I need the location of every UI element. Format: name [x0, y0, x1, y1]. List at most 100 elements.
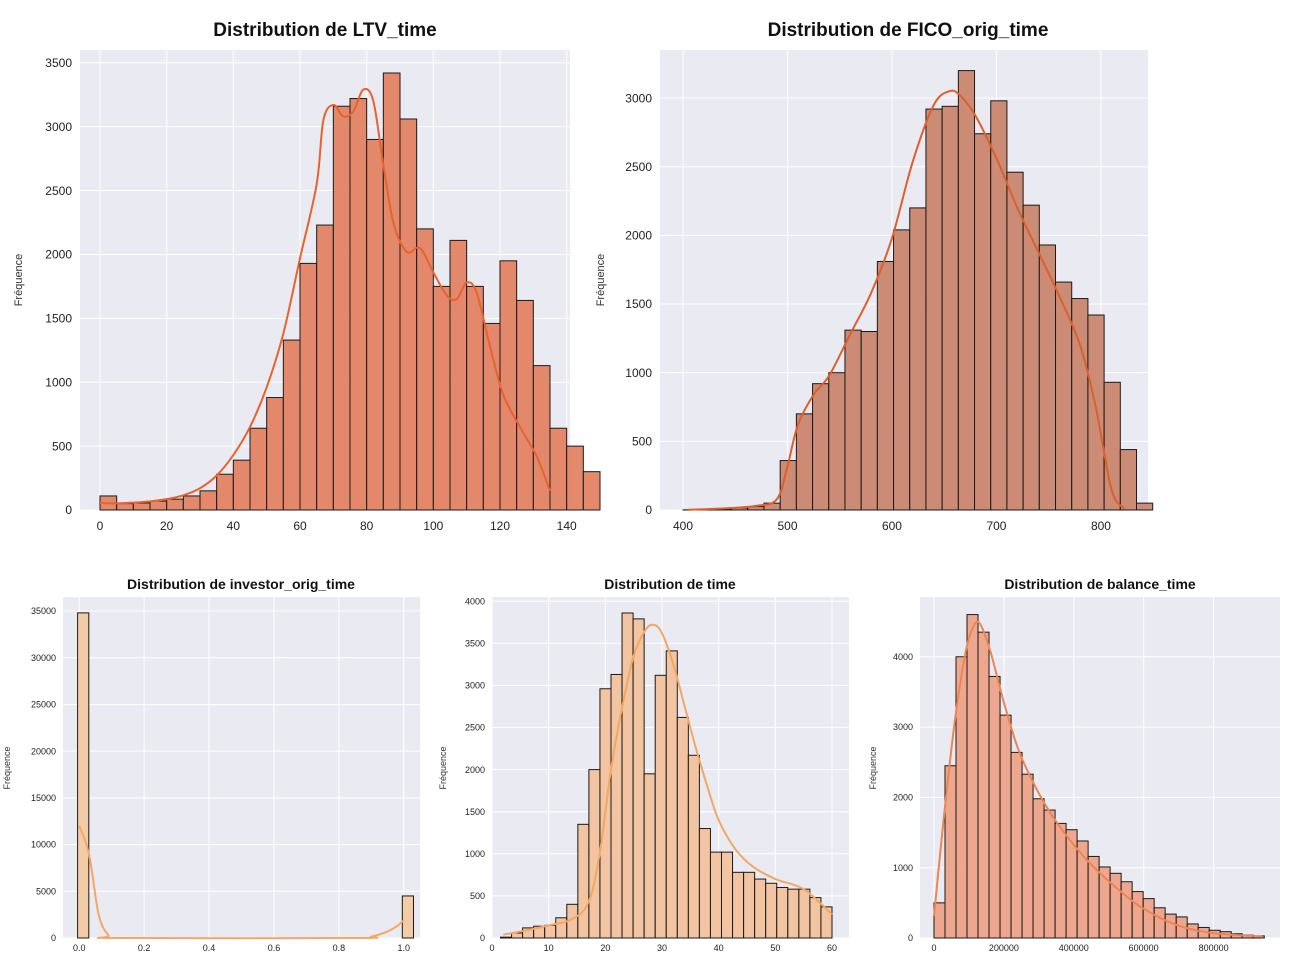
histogram-bar [416, 228, 434, 511]
kde-curve [503, 623, 833, 936]
histogram-bar [1054, 822, 1067, 939]
x-tick-label: 80 [360, 519, 374, 533]
histogram-bar [466, 285, 484, 511]
kde-curve [688, 89, 1125, 511]
x-tick-label: 0.6 [268, 943, 281, 953]
y-tick-label: 1000 [625, 366, 652, 380]
kde-curve [78, 825, 405, 940]
x-tick-label: 400000 [1059, 943, 1089, 953]
histogram-bar [721, 851, 734, 939]
histogram-bar [632, 618, 645, 939]
histogram-bar [709, 851, 723, 939]
x-tick-label: 800000 [1199, 943, 1229, 953]
x-tick-label: 20 [160, 519, 174, 533]
histogram-bar [577, 823, 590, 939]
histogram-bar [582, 471, 601, 511]
y-tick-label: 2000 [465, 765, 485, 775]
histogram-bar [116, 503, 134, 511]
histogram-bar [698, 828, 711, 939]
histogram-bar [532, 365, 551, 511]
histogram-bar [743, 871, 756, 939]
x-tick-label: 50 [770, 943, 780, 953]
kde-curve [99, 87, 551, 505]
histogram-bar [909, 207, 927, 511]
histogram-bar [1006, 171, 1024, 511]
x-tick-label: 0 [97, 519, 104, 533]
histogram-bar [828, 372, 846, 511]
chart-title: Distribution de time [604, 576, 736, 592]
y-tick-label: 15000 [31, 793, 56, 803]
kde-curve [932, 620, 1263, 938]
x-tick-label: 20 [600, 943, 610, 953]
y-axis-label: Fréquence [868, 746, 878, 789]
x-tick-label: 400 [673, 519, 693, 533]
x-tick-label: 0 [931, 943, 936, 953]
histogram-bar [216, 473, 234, 511]
plot-area [63, 597, 420, 938]
y-tick-label: 3000 [45, 120, 72, 134]
x-tick-label: 30 [657, 943, 667, 953]
histogram-bar [588, 769, 601, 939]
x-tick-label: 800 [1091, 519, 1111, 533]
histogram-bar [366, 138, 384, 511]
histogram-bar [1120, 881, 1133, 939]
histogram-bar [1131, 891, 1144, 939]
y-tick-label: 3000 [625, 91, 652, 105]
x-tick-label: 500 [777, 519, 797, 533]
histogram-bar [974, 133, 992, 511]
y-tick-label: 500 [470, 891, 485, 901]
histogram-bar [1136, 502, 1154, 511]
y-tick-label: 1000 [465, 849, 485, 859]
histogram-bar [812, 383, 830, 511]
y-tick-label: 10000 [31, 840, 56, 850]
y-tick-label: 1500 [45, 312, 72, 326]
y-tick-label: 1000 [893, 863, 913, 873]
x-tick-label: 0.8 [333, 943, 346, 953]
y-axis-label: Fréquence [595, 254, 607, 307]
panel-balance-time: Distribution de balance_time 0 200000 4000… [868, 576, 1280, 953]
x-tick-label: 140 [557, 519, 577, 533]
histogram-bar [199, 490, 218, 511]
histogram-bar [432, 285, 451, 511]
y-axis-label: Fréquence [438, 746, 448, 789]
y-tick-label: 35000 [31, 606, 56, 616]
y-tick-label: 1000 [45, 375, 72, 389]
histogram-bar [798, 888, 811, 939]
y-tick-label: 1500 [625, 297, 652, 311]
histogram-bar [566, 445, 584, 511]
histogram-bar [860, 330, 878, 511]
x-tick-label: 100 [423, 519, 443, 533]
y-tick-label: 500 [52, 439, 72, 453]
y-tick-label: 3000 [465, 681, 485, 691]
histogram-bar [765, 882, 778, 939]
histogram-bar [732, 871, 745, 939]
y-tick-label: 0 [65, 503, 72, 517]
histogram-bar [500, 936, 513, 939]
histogram-bar [988, 675, 1001, 939]
histogram-bar [499, 260, 518, 511]
histogram-bar [544, 924, 557, 939]
histogram-bar [957, 70, 976, 511]
panel-fico-orig-time: Distribution de FICO_orig_time 400 500 600… [595, 20, 1154, 533]
y-tick-label: 2500 [465, 723, 485, 733]
histogram-bar [1010, 751, 1023, 939]
y-tick-label: 0 [480, 933, 485, 943]
histogram-bar [754, 878, 767, 939]
y-tick-label: 500 [632, 435, 652, 449]
histogram-bar [925, 108, 943, 511]
histogram-bar [1032, 798, 1045, 939]
histogram-bar [182, 495, 201, 511]
y-tick-label: 3000 [893, 722, 913, 732]
x-tick-label: 600 [882, 519, 902, 533]
histogram-bar [795, 413, 814, 511]
histogram-bar [449, 239, 468, 511]
panel-investor-orig-time: Distribution de investor_orig_time 0.0 0.… [2, 576, 420, 953]
y-tick-label: 0 [51, 933, 56, 943]
histogram-bar [1142, 898, 1155, 939]
histogram-bar [549, 427, 568, 511]
y-tick-label: 4000 [465, 596, 485, 606]
x-tick-label: 700 [986, 519, 1006, 533]
histogram-bar [643, 773, 656, 939]
y-axis-label: Fréquence [13, 254, 25, 307]
